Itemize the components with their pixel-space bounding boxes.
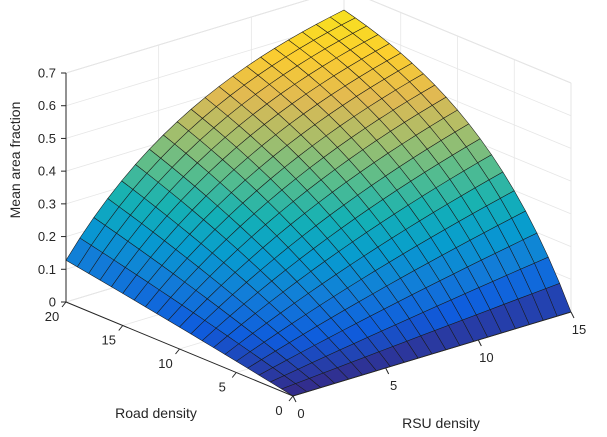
z-tick-label: 0.1 — [38, 262, 56, 277]
x-tick-mark — [477, 339, 482, 347]
z-tick-label: 0 — [49, 295, 56, 310]
y-tick-label: 5 — [219, 380, 226, 395]
y-tick-mark — [175, 348, 180, 355]
y-tick-mark — [118, 325, 124, 331]
x-tick-mark — [570, 311, 575, 319]
z-tick-label: 0.6 — [38, 98, 56, 113]
z-grid-line — [65, 0, 309, 74]
y-tick-mark — [288, 395, 294, 402]
x-tick-label: 5 — [390, 378, 397, 393]
x-tick-mark — [385, 367, 390, 375]
z-tick-label: 0.2 — [38, 229, 56, 244]
z-tick-label: 0.4 — [38, 164, 56, 179]
x-axis-title: RSU density — [402, 415, 480, 431]
x-axis-line — [292, 311, 572, 397]
x-tick-label: 15 — [572, 322, 586, 337]
y-axis-title: Road density — [115, 405, 197, 421]
z-tick-label: 0.5 — [38, 131, 56, 146]
y-tick-label: 15 — [102, 333, 116, 348]
y-tick-mark — [231, 372, 237, 378]
x-tick-label: 10 — [479, 350, 493, 365]
z-tick-label: 0.7 — [38, 66, 56, 81]
surface-patches — [65, 9, 572, 397]
y-tick-mark — [61, 301, 67, 308]
x-tick-label: 0 — [297, 406, 304, 421]
x-tick-mark — [292, 395, 297, 403]
y-tick-label: 20 — [45, 309, 59, 324]
y-tick-label: 0 — [275, 403, 282, 418]
z-tick-label: 0.3 — [38, 196, 56, 211]
y-tick-label: 10 — [158, 356, 172, 371]
z-axis-title: Mean area fraction — [7, 102, 23, 219]
